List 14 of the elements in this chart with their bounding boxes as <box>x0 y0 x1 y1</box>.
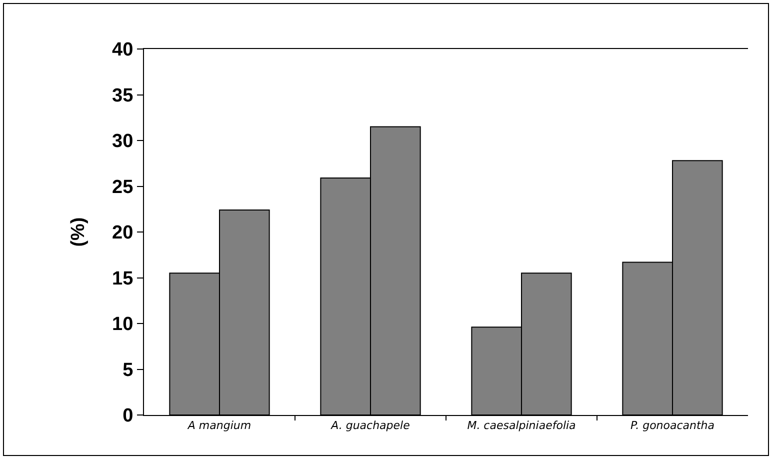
y-axis-title: (%) <box>68 217 89 247</box>
y-tick-label: 5 <box>122 360 134 381</box>
x-tick-label: A. guachapele <box>330 419 410 432</box>
y-tick-label: 30 <box>112 131 134 152</box>
y-tick-label: 25 <box>112 176 134 198</box>
y-tick-label: 0 <box>122 406 134 427</box>
x-tick-label: P. gonoacantha <box>630 419 715 432</box>
y-tick-label: 20 <box>112 222 134 244</box>
y-tick-label: 35 <box>112 85 134 106</box>
y-tick-label: 40 <box>112 40 134 61</box>
y-tick-label: 15 <box>112 268 134 290</box>
y-tick-label: 10 <box>112 314 134 336</box>
x-tick-label: M. caesalpiniaefolia <box>467 419 576 432</box>
x-tick-label: A mangium <box>186 419 252 432</box>
